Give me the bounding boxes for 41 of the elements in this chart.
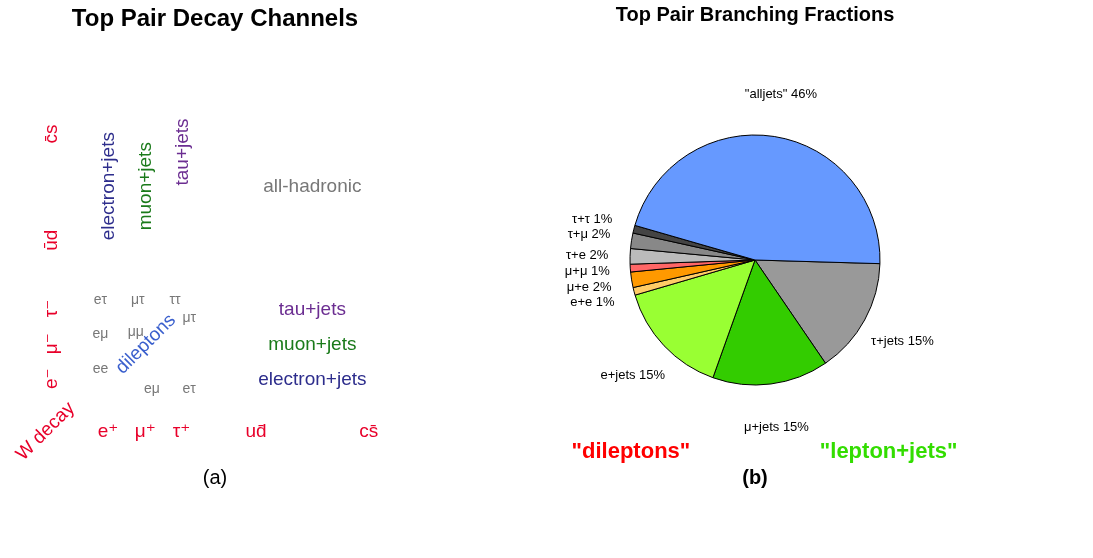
text: electron+jets xyxy=(258,367,367,389)
text: (b) xyxy=(742,465,768,488)
text: μτ xyxy=(130,290,145,307)
text: μ⁺ xyxy=(134,420,156,441)
text: muon+jets xyxy=(134,142,156,231)
slice-label: μ+μ 1% xyxy=(564,262,611,278)
slice-label: e+jets 15% xyxy=(600,367,666,383)
slice-label: τ+e 2% xyxy=(565,247,609,263)
text: e⁺ xyxy=(97,420,119,441)
text: τ⁻ xyxy=(39,299,61,318)
text: μ⁻ xyxy=(39,333,61,355)
text: "dileptons" xyxy=(571,437,691,463)
text: (a) xyxy=(202,465,228,488)
slice-label: τ+jets 15% xyxy=(871,332,935,348)
text: τ⁺ xyxy=(172,420,191,441)
chart-title: Top Pair Branching Fractions xyxy=(615,3,895,25)
text: eμ xyxy=(92,324,109,341)
text: ττ xyxy=(169,290,181,307)
text: μτ xyxy=(182,308,197,325)
text: ūd xyxy=(39,229,61,251)
slice-label: μ+jets 15% xyxy=(743,418,810,434)
text: cs̄ xyxy=(359,420,379,441)
text: all-hadronic xyxy=(263,175,362,197)
text: c̄s xyxy=(39,124,61,144)
slice-label: e+e 1% xyxy=(570,294,616,310)
text: eτ xyxy=(182,379,197,396)
text: eμ xyxy=(144,379,160,396)
text: "lepton+jets" xyxy=(819,437,958,463)
text: muon+jets xyxy=(268,332,357,354)
text: Top Pair Decay Channels xyxy=(71,4,359,31)
text: ud̄ xyxy=(245,420,267,441)
text: e⁻ xyxy=(39,368,61,390)
text: ee xyxy=(92,359,109,376)
text: tau+jets xyxy=(170,118,192,186)
slice-label: "alljets" 46% xyxy=(744,86,818,102)
slice-label: τ+μ 2% xyxy=(567,226,611,242)
slice-label: μ+e 2% xyxy=(566,278,612,294)
text: electron+jets xyxy=(97,132,119,241)
slice-label: τ+τ 1% xyxy=(572,210,613,226)
text: tau+jets xyxy=(278,297,346,319)
text: eτ xyxy=(93,290,108,307)
